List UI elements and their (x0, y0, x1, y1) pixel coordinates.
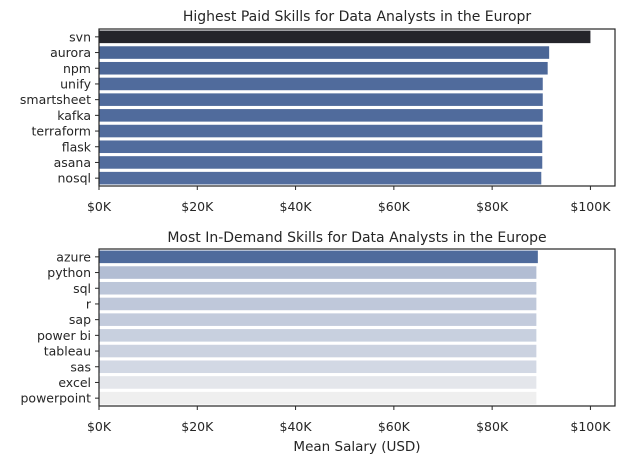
y-tick-label: asana (54, 155, 91, 170)
bar-tableau (99, 344, 537, 358)
bar-unify (99, 77, 543, 91)
chart-title: Most In-Demand Skills for Data Analysts … (167, 230, 546, 246)
y-tick-label: nosql (58, 171, 92, 186)
bar-kafka (99, 109, 543, 122)
y-tick-label: unify (60, 76, 91, 91)
x-tick-label: $0K (87, 419, 112, 434)
x-tick-label: $80K (476, 419, 509, 434)
y-tick-label: python (47, 265, 91, 280)
y-tick-label: aurora (50, 45, 91, 60)
x-tick-label: $100K (570, 199, 611, 214)
y-tick-label: powerpoint (20, 391, 91, 406)
x-tick-label: $20K (181, 199, 214, 214)
bar-nosql (99, 171, 542, 185)
bar-npm (99, 61, 548, 75)
x-tick-label: $40K (280, 199, 313, 214)
x-tick-label: $40K (280, 419, 313, 434)
y-tick-label: npm (63, 61, 91, 76)
chart-title: Highest Paid Skills for Data Analysts in… (183, 9, 532, 25)
bar-terraform (99, 124, 543, 138)
y-tick-label: flask (62, 139, 92, 154)
y-tick-label: r (86, 296, 92, 311)
y-tick-label: power bi (37, 328, 91, 343)
bar-flask (99, 140, 543, 154)
axes-frame (98, 248, 616, 407)
x-axis-label: Mean Salary (USD) (293, 439, 420, 455)
x-tick-label: $80K (476, 199, 509, 214)
y-tick-label: excel (58, 375, 91, 390)
x-tick-label: $60K (378, 419, 411, 434)
x-tick-label: $20K (181, 419, 214, 434)
y-tick-label: kafka (57, 108, 91, 123)
y-tick-label: tableau (44, 344, 91, 359)
bar-sql (99, 281, 537, 295)
bar-r (99, 297, 537, 311)
x-tick-label: $100K (570, 419, 611, 434)
bar-svn (99, 30, 591, 44)
chart-panel-1: Highest Paid Skills for Data Analysts in… (20, 9, 616, 214)
bar-python (99, 266, 537, 279)
bar-sap (99, 313, 537, 326)
bar-excel (99, 376, 537, 389)
y-tick-label: terraform (32, 124, 91, 139)
axes-frame (98, 28, 616, 187)
bar-sas (99, 360, 537, 374)
y-tick-label: sas (70, 359, 91, 374)
bar-asana (99, 156, 543, 169)
bar-azure (99, 250, 538, 264)
y-tick-label: azure (56, 249, 91, 264)
y-tick-label: smartsheet (20, 92, 91, 107)
bar-smartsheet (99, 93, 543, 106)
y-tick-label: sap (69, 312, 91, 327)
x-tick-label: $60K (378, 199, 411, 214)
y-tick-label: sql (73, 281, 91, 296)
x-tick-label: $0K (87, 199, 112, 214)
bar-aurora (99, 46, 550, 59)
bar-powerpoint (99, 391, 537, 405)
y-tick-label: svn (69, 29, 91, 44)
chart-panel-2: Most In-Demand Skills for Data Analysts … (20, 230, 616, 455)
bar-power-bi (99, 329, 537, 342)
